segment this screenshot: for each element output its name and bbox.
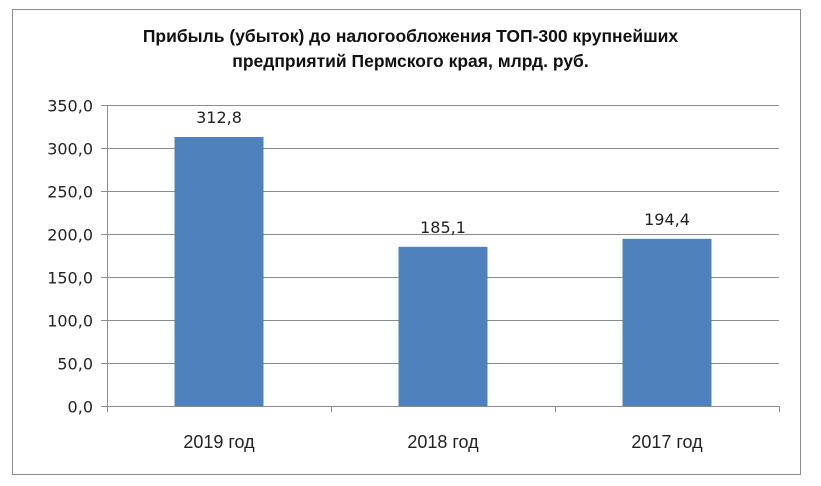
y-tick-label: 200,0	[47, 226, 93, 245]
y-tick-label: 100,0	[47, 312, 93, 331]
chart-title-line-1: Прибыль (убыток) до налогообложения ТОП-…	[142, 26, 679, 46]
bars: 312,8 185,1 194,4	[174, 108, 712, 406]
y-tick-label: 350,0	[47, 97, 93, 116]
y-tick-label: 50,0	[57, 355, 93, 374]
y-tick-label: 150,0	[47, 269, 93, 288]
y-axis: 0,0 50,0 100,0 150,0 200,0 250,0 300,0 350,0	[47, 97, 108, 417]
bar	[622, 238, 712, 406]
y-tick-label: 250,0	[47, 183, 93, 202]
bar	[398, 246, 488, 406]
x-axis: 2019 год 2018 год 2017 год	[107, 406, 780, 452]
x-category-label: 2019 год	[183, 432, 255, 452]
bar-value-label: 312,8	[196, 108, 242, 127]
bar-value-label: 194,4	[644, 210, 690, 229]
chart-title-line-2: предприятий Пермского края, млрд. руб.	[232, 51, 589, 71]
y-tick-label: 300,0	[47, 140, 93, 159]
bar-value-label: 185,1	[420, 218, 466, 237]
chart-title: Прибыль (убыток) до налогообложения ТОП-…	[0, 24, 821, 74]
y-tick-label: 0,0	[68, 398, 93, 417]
x-category-label: 2018 год	[407, 432, 479, 452]
x-category-label: 2017 год	[631, 432, 703, 452]
bar	[174, 136, 264, 406]
